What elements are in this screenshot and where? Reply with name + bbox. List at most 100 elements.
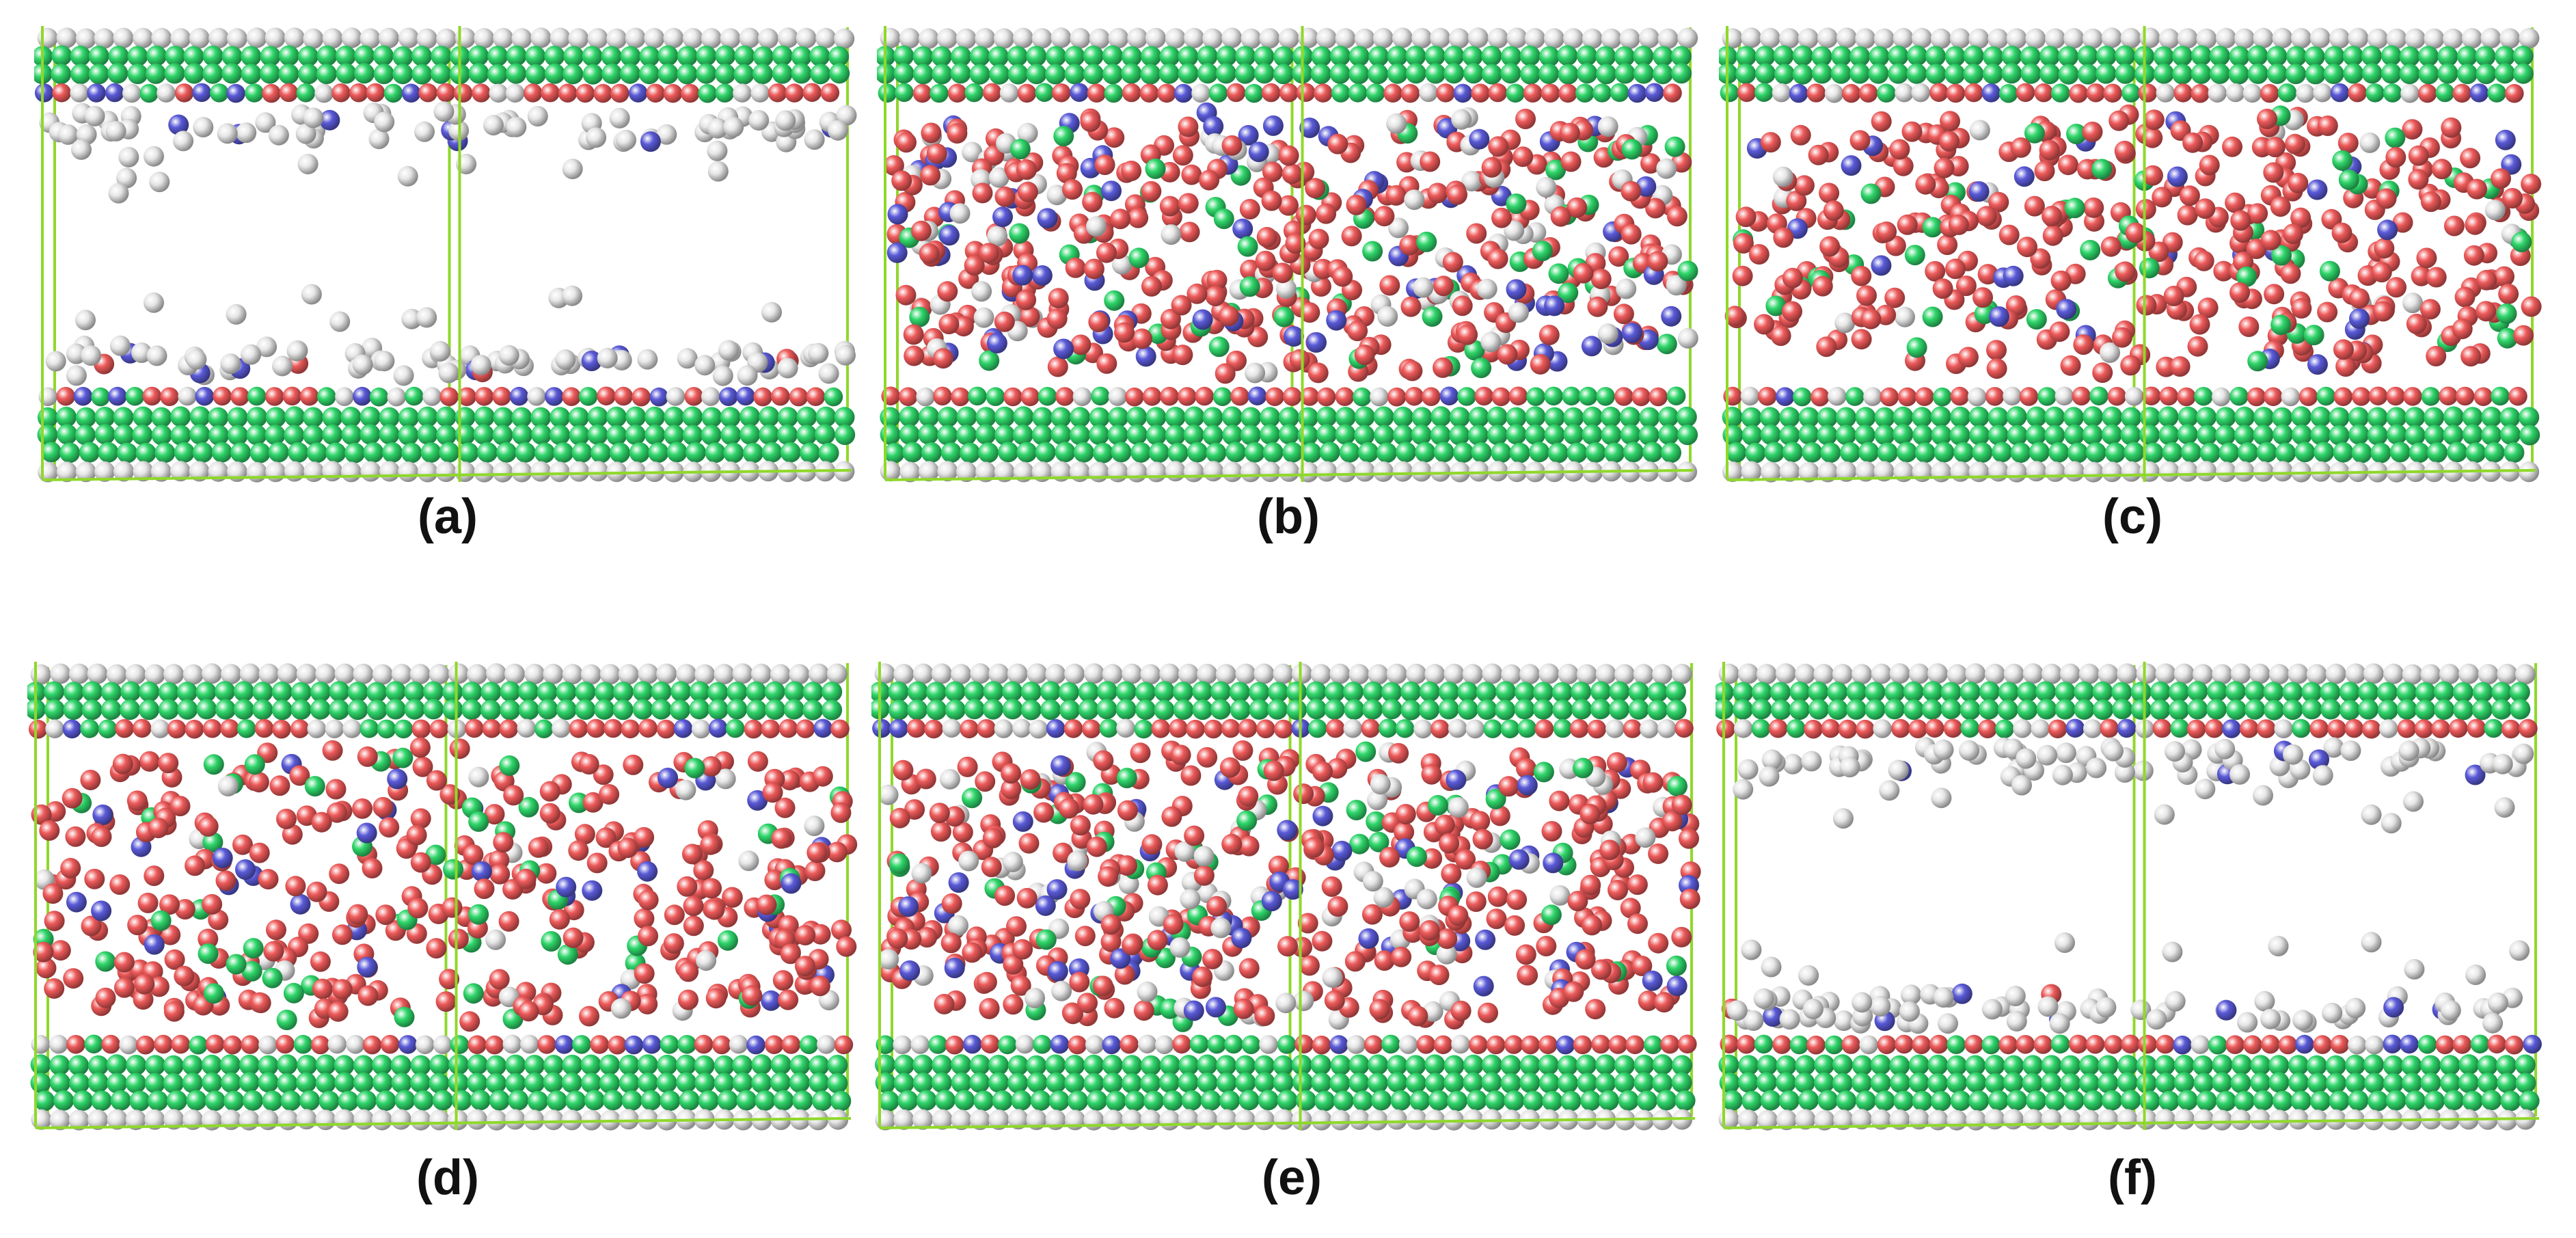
green-atom <box>271 681 293 702</box>
interface-atom <box>241 1035 260 1054</box>
interface-atom <box>785 83 804 103</box>
white-atom <box>955 28 977 49</box>
gap-atom <box>241 960 262 982</box>
gap-atom <box>198 928 219 950</box>
interface-atom <box>1614 387 1633 406</box>
interface-atom <box>1500 719 1520 738</box>
green-atom <box>1500 63 1521 84</box>
green-atom <box>2077 45 2098 66</box>
green-atom <box>1158 1072 1180 1093</box>
white-atom <box>1836 461 1857 482</box>
interface-atom <box>2152 718 2172 738</box>
green-atom <box>2063 1090 2085 1111</box>
white-atom <box>707 118 728 139</box>
interface-atom <box>171 1034 191 1054</box>
white-atom <box>1329 663 1351 684</box>
gap-atom <box>1239 199 1260 219</box>
gap-atom <box>1187 283 1208 304</box>
white-atom <box>2215 461 2236 483</box>
gap-atom <box>474 878 495 900</box>
gap-atom <box>1487 248 1508 269</box>
gap-atom <box>1461 171 1482 191</box>
gap-atom <box>1893 155 1914 176</box>
white-atom <box>2403 791 2424 812</box>
gap-atom <box>1486 909 1507 930</box>
green-atom <box>1675 1090 1696 1111</box>
gap-atom <box>1545 159 1567 180</box>
green-atom <box>202 45 223 66</box>
white-atom <box>1839 757 1860 778</box>
gap-atom <box>623 754 644 775</box>
green-atom <box>1339 442 1360 463</box>
gap-atom <box>610 998 632 1019</box>
gap-atom <box>1937 234 1958 256</box>
green-atom <box>1487 406 1508 427</box>
gap-atom <box>1464 340 1485 361</box>
interface-atom <box>744 719 763 739</box>
gap-atom <box>2010 137 2031 158</box>
green-atom <box>1107 425 1128 446</box>
gap-atom <box>2077 159 2098 180</box>
green-atom <box>1260 424 1281 445</box>
gap-atom <box>1355 741 1377 762</box>
white-atom <box>1127 27 1148 49</box>
interface-atom <box>2159 386 2178 406</box>
green-atom <box>1254 1072 1275 1093</box>
green-atom <box>1105 1090 1126 1112</box>
green-atom <box>543 1072 564 1093</box>
gap-atom <box>780 943 801 965</box>
green-atom <box>1931 425 1952 446</box>
interface-atom <box>1556 1035 1575 1055</box>
gap-atom <box>1889 139 1910 160</box>
gap-atom <box>903 324 924 345</box>
green-atom <box>1268 682 1289 703</box>
white-atom <box>2361 804 2382 825</box>
white-atom <box>2282 744 2303 765</box>
gap-atom <box>65 826 86 847</box>
gap-atom <box>1012 939 1033 960</box>
green-atom <box>2457 64 2478 85</box>
white-atom <box>1372 27 1394 49</box>
interface-atom <box>142 386 162 406</box>
white-atom <box>1743 1010 1764 1031</box>
green-atom <box>2496 1055 2517 1076</box>
green-atom <box>2234 1090 2255 1112</box>
green-atom <box>189 424 211 445</box>
green-atom <box>575 699 596 720</box>
gap-atom <box>62 788 83 809</box>
interface-atom <box>1433 1035 1453 1055</box>
green-atom <box>1544 424 1565 445</box>
white-atom <box>118 146 139 167</box>
green-atom <box>505 1073 526 1094</box>
gap-atom <box>1627 913 1648 934</box>
white-atom <box>433 101 455 122</box>
green-atom <box>1229 682 1250 703</box>
white-atom <box>988 1109 1009 1130</box>
gap-atom <box>1012 265 1033 286</box>
green-atom <box>129 1090 150 1112</box>
green-atom <box>468 45 489 66</box>
interface-atom <box>1558 83 1577 103</box>
white-atom <box>315 663 336 684</box>
green-atom <box>639 64 660 85</box>
white-atom <box>625 27 646 49</box>
interface-atom <box>1364 1035 1383 1054</box>
green-atom <box>530 407 552 428</box>
green-atom <box>2177 1090 2198 1111</box>
gap-atom <box>637 861 658 882</box>
interface-atom <box>1436 83 1455 103</box>
interface-atom <box>2031 719 2050 738</box>
white-atom <box>1367 1109 1388 1131</box>
green-atom <box>988 1055 1009 1075</box>
interface-atom <box>62 719 82 739</box>
white-atom <box>2309 27 2331 49</box>
green-atom <box>1007 1073 1029 1094</box>
gap-atom <box>1399 234 1420 256</box>
interface-atom <box>545 387 564 406</box>
green-atom <box>1167 442 1189 463</box>
panel-d-label: (d) <box>416 1150 479 1205</box>
gap-atom <box>994 311 1015 332</box>
interface-atom <box>1964 1034 1983 1054</box>
green-atom <box>951 1054 972 1075</box>
green-atom <box>2514 1054 2536 1075</box>
